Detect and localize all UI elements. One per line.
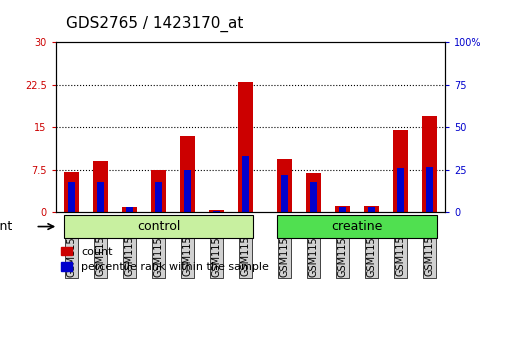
Bar <box>281 175 287 212</box>
Bar <box>421 116 436 212</box>
Bar <box>392 130 407 212</box>
Text: GDS2765 / 1423170_at: GDS2765 / 1423170_at <box>66 16 243 32</box>
Bar <box>310 182 316 212</box>
Bar <box>425 166 432 212</box>
Bar <box>306 173 320 212</box>
Text: agent: agent <box>0 220 13 233</box>
Bar <box>209 210 223 212</box>
FancyBboxPatch shape <box>64 215 252 238</box>
Bar <box>64 172 79 212</box>
Text: control: control <box>136 219 180 233</box>
Bar <box>338 207 345 212</box>
Bar <box>368 207 374 212</box>
Bar <box>122 207 136 212</box>
Legend: count, percentile rank within the sample: count, percentile rank within the sample <box>61 246 269 272</box>
Bar <box>334 206 349 212</box>
FancyBboxPatch shape <box>277 215 436 238</box>
Bar <box>68 182 75 212</box>
Bar <box>97 182 104 212</box>
Bar <box>93 161 108 212</box>
Bar <box>126 207 132 212</box>
Bar <box>184 170 190 212</box>
Bar <box>242 156 248 212</box>
Bar <box>238 82 252 212</box>
Text: creatine: creatine <box>331 219 382 233</box>
Bar <box>151 170 166 212</box>
Bar <box>180 136 194 212</box>
Bar <box>213 211 219 212</box>
Bar <box>396 168 403 212</box>
Bar <box>364 206 378 212</box>
Bar <box>155 182 162 212</box>
Bar <box>277 159 291 212</box>
